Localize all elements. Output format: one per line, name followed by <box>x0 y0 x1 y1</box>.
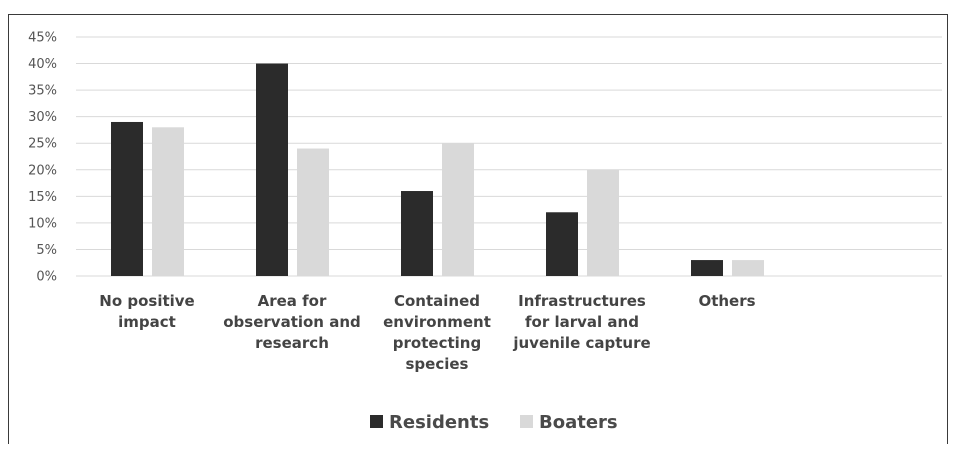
bar-boaters <box>152 127 184 276</box>
legend-swatch-boaters <box>520 415 533 428</box>
category-label: No positive impact <box>99 292 194 331</box>
bar-residents <box>401 191 433 276</box>
y-tick-label: 0% <box>36 270 57 285</box>
bar-boaters <box>297 149 329 276</box>
bar-residents <box>546 212 578 276</box>
y-tick-label: 30% <box>28 110 57 125</box>
legend-label-residents: Residents <box>389 412 489 433</box>
y-tick-label: 15% <box>28 190 57 205</box>
category-label: Infrastructures for larval and juvenile ca… <box>512 292 650 352</box>
gridlines <box>76 37 942 276</box>
category-label: Others <box>698 292 755 310</box>
bar-residents <box>691 260 723 276</box>
legend-label-boaters: Boaters <box>539 412 618 433</box>
category-label: Area for observation and research <box>223 292 361 352</box>
y-tick-label: 5% <box>36 243 57 258</box>
bar-residents <box>256 64 288 276</box>
y-tick-label: 10% <box>28 216 57 231</box>
y-tick-label: 45% <box>28 31 57 46</box>
y-tick-label: 20% <box>28 163 57 178</box>
y-tick-label: 35% <box>28 84 57 99</box>
bar-boaters <box>587 170 619 276</box>
category-labels: No positive impact Area for observation and… <box>99 292 755 373</box>
bar-boaters <box>442 143 474 276</box>
legend-swatch-residents <box>370 415 383 428</box>
category-label: Contained environment protecting species <box>383 292 491 373</box>
y-tick-label: 25% <box>28 137 57 152</box>
bar-residents <box>111 122 143 276</box>
legend: Residents Boaters <box>370 412 618 433</box>
y-axis-ticks: 0% 5% 10% 15% 20% 25% 30% 35% 40% 45% <box>28 31 57 285</box>
bar-boaters <box>732 260 764 276</box>
y-tick-label: 40% <box>28 57 57 72</box>
